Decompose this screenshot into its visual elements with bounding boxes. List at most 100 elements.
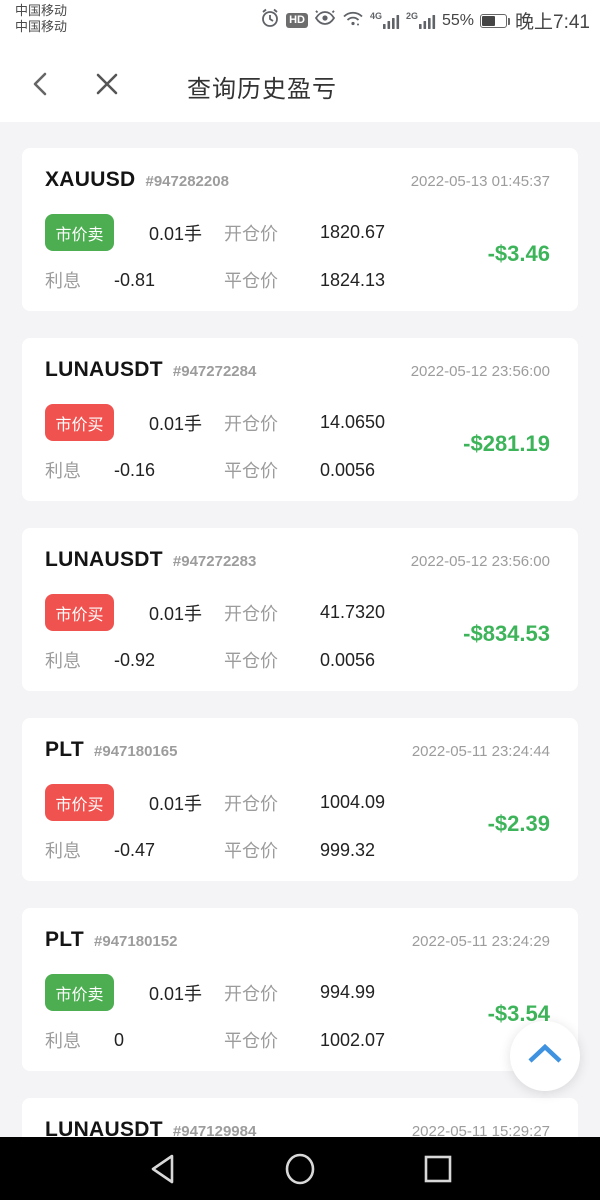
close-price-value: 999.32 bbox=[320, 839, 376, 860]
battery-percentage: 55% bbox=[441, 11, 475, 29]
order-card-body: 市价买 0.01手 开仓价 14.0650 利息 -0.16 平仓价 0.005… bbox=[45, 404, 550, 483]
side-badge: 市价卖 bbox=[45, 214, 114, 251]
open-price-value: 1004.09 bbox=[320, 792, 386, 812]
order-card-header: PLT #947180152 2022-05-11 23:24:29 bbox=[45, 928, 550, 952]
order-card-header: XAUUSD #947282208 2022-05-13 01:45:37 bbox=[45, 168, 550, 192]
order-card[interactable]: LUNAUSDT #947272283 2022-05-12 23:56:00 … bbox=[22, 528, 578, 691]
pnl-value: -$3.46 bbox=[487, 240, 550, 266]
carrier-name-2: 中国移动 bbox=[15, 19, 68, 34]
order-card-header: LUNAUSDT #947272284 2022-05-12 23:56:00 bbox=[45, 358, 550, 382]
android-home-icon[interactable] bbox=[283, 1152, 317, 1186]
order-card[interactable]: XAUUSD #947282208 2022-05-13 01:45:37 市价… bbox=[22, 148, 578, 311]
close-price-label: 平仓价 bbox=[224, 651, 278, 671]
interest-label: 利息 bbox=[45, 461, 81, 481]
open-price-value: 1820.67 bbox=[320, 222, 386, 242]
order-number: #947282208 bbox=[145, 173, 229, 190]
open-price-value: 14.0650 bbox=[320, 412, 386, 432]
order-number: #947272283 bbox=[172, 553, 257, 570]
symbol: LUNAUSDT bbox=[45, 548, 163, 571]
lots-value: 0.01手 bbox=[149, 223, 203, 244]
side-badge: 市价买 bbox=[45, 404, 114, 441]
close-icon[interactable] bbox=[90, 67, 124, 101]
carrier-labels: 中国移动 中国移动 bbox=[15, 3, 67, 35]
android-nav-bar bbox=[0, 1137, 600, 1200]
order-number: #947180152 bbox=[94, 933, 178, 950]
order-datetime: 2022-05-11 15:29:27 bbox=[411, 1123, 550, 1140]
android-back-icon[interactable] bbox=[145, 1152, 179, 1186]
nav-header: 查询历史盈亏 bbox=[0, 45, 600, 122]
interest-label: 利息 bbox=[45, 841, 81, 861]
lots-value: 0.01手 bbox=[149, 793, 203, 814]
lots-value: 0.01手 bbox=[149, 983, 203, 1004]
close-price-label: 平仓价 bbox=[224, 461, 278, 481]
alarm-icon bbox=[260, 8, 280, 33]
hd-icon: HD bbox=[286, 13, 308, 28]
order-card-body: 市价买 0.01手 开仓价 1004.09 利息 -0.47 平仓价 999.3… bbox=[45, 784, 550, 863]
close-price-value: 1002.07 bbox=[320, 1029, 386, 1050]
wifi-icon bbox=[342, 10, 364, 32]
open-price-label: 开仓价 bbox=[224, 983, 278, 1004]
order-card-body: 市价卖 0.01手 开仓价 994.99 利息 0 平仓价 1002.07 -$… bbox=[45, 974, 550, 1053]
open-price-value: 994.99 bbox=[320, 982, 376, 1002]
open-price-label: 开仓价 bbox=[224, 413, 278, 434]
status-time: 晚上7:41 bbox=[515, 12, 590, 33]
side-badge: 市价买 bbox=[45, 594, 114, 631]
lots-value: 0.01手 bbox=[149, 413, 203, 434]
open-price-label: 开仓价 bbox=[224, 223, 278, 244]
scroll-to-top-button[interactable] bbox=[510, 1021, 580, 1091]
signal-4g-icon: 4G bbox=[370, 12, 400, 29]
order-card-header: LUNAUSDT #947129984 2022-05-11 15:29:27 bbox=[45, 1118, 550, 1142]
page-title: 查询历史盈亏 bbox=[187, 76, 337, 103]
close-price-label: 平仓价 bbox=[224, 271, 278, 291]
order-number: #947272284 bbox=[172, 363, 257, 380]
interest-value: 0 bbox=[114, 1029, 125, 1050]
interest-label: 利息 bbox=[45, 651, 81, 671]
close-price-label: 平仓价 bbox=[224, 1031, 278, 1051]
interest-label: 利息 bbox=[45, 1031, 81, 1051]
symbol: LUNAUSDT bbox=[45, 1118, 163, 1141]
interest-value: -0.47 bbox=[114, 839, 156, 860]
chevron-up-icon bbox=[525, 1043, 565, 1070]
order-card-body: 市价卖 0.01手 开仓价 1820.67 利息 -0.81 平仓价 1824.… bbox=[45, 214, 550, 293]
interest-value: -0.16 bbox=[114, 459, 156, 480]
symbol: PLT bbox=[45, 738, 85, 761]
order-number: #947180165 bbox=[94, 743, 178, 760]
order-datetime: 2022-05-12 23:56:00 bbox=[410, 553, 550, 570]
lots-value: 0.01手 bbox=[149, 603, 203, 624]
symbol: XAUUSD bbox=[45, 168, 136, 191]
status-bar: 中国移动 中国移动 HD bbox=[0, 0, 600, 45]
close-price-value: 0.0056 bbox=[320, 459, 376, 480]
order-card-header: LUNAUSDT #947272283 2022-05-12 23:56:00 bbox=[45, 548, 550, 572]
order-datetime: 2022-05-11 23:24:29 bbox=[411, 933, 550, 950]
side-badge: 市价卖 bbox=[45, 974, 114, 1011]
open-price-value: 41.7320 bbox=[320, 602, 386, 622]
open-price-label: 开仓价 bbox=[224, 603, 278, 624]
pnl-value: -$281.19 bbox=[463, 430, 550, 456]
order-card[interactable]: LUNAUSDT #947272284 2022-05-12 23:56:00 … bbox=[22, 338, 578, 501]
symbol: LUNAUSDT bbox=[45, 358, 163, 381]
symbol: PLT bbox=[45, 928, 85, 951]
open-price-label: 开仓价 bbox=[224, 793, 278, 814]
side-badge: 市价买 bbox=[45, 784, 114, 821]
order-card-body: 市价买 0.01手 开仓价 41.7320 利息 -0.92 平仓价 0.005… bbox=[45, 594, 550, 673]
close-price-value: 0.0056 bbox=[320, 649, 376, 670]
order-card-header: PLT #947180165 2022-05-11 23:24:44 bbox=[45, 738, 550, 762]
pnl-value: -$2.39 bbox=[487, 810, 550, 836]
order-list[interactable]: XAUUSD #947282208 2022-05-13 01:45:37 市价… bbox=[0, 122, 600, 1200]
back-icon[interactable] bbox=[24, 67, 58, 101]
pnl-value: -$834.53 bbox=[463, 620, 550, 646]
order-datetime: 2022-05-12 23:56:00 bbox=[410, 363, 550, 380]
order-datetime: 2022-05-13 01:45:37 bbox=[410, 173, 550, 190]
close-price-value: 1824.13 bbox=[320, 269, 386, 290]
eye-comfort-icon bbox=[314, 9, 336, 32]
order-number: #947129984 bbox=[172, 1123, 257, 1140]
order-datetime: 2022-05-11 23:24:44 bbox=[411, 743, 550, 760]
carrier-name-1: 中国移动 bbox=[15, 3, 68, 18]
android-recents-icon[interactable] bbox=[421, 1152, 455, 1186]
order-card[interactable]: PLT #947180165 2022-05-11 23:24:44 市价买 0… bbox=[22, 718, 578, 881]
signal-2g-icon: 2G bbox=[406, 12, 436, 29]
interest-value: -0.92 bbox=[114, 649, 156, 670]
battery-icon bbox=[480, 13, 511, 28]
order-card[interactable]: PLT #947180152 2022-05-11 23:24:29 市价卖 0… bbox=[22, 908, 578, 1071]
